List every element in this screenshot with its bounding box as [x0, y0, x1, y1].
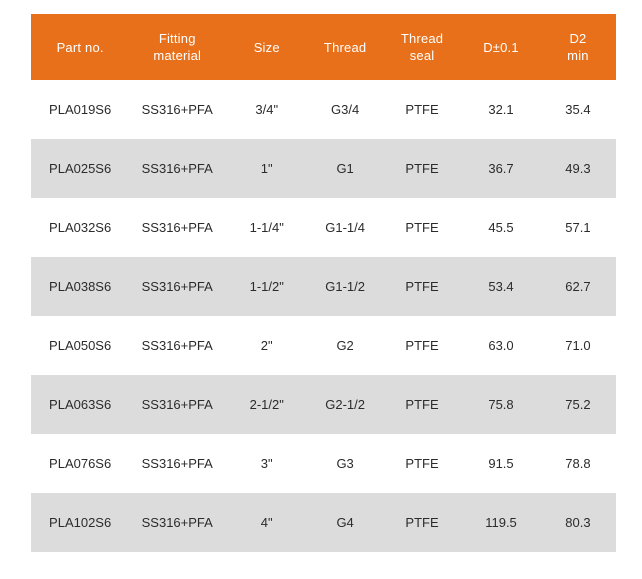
cell-size: 2-1/2"	[249, 397, 284, 412]
column-header-label: Part no.	[56, 39, 104, 55]
column-header-label: Thread	[400, 31, 444, 46]
cell-thread: G3/4	[331, 102, 360, 117]
cell-thread-seal: PTFE	[405, 279, 439, 294]
cell-thread: G1	[336, 161, 354, 176]
cell-thread-seal: PTFE	[405, 456, 439, 471]
cell-size: 1"	[260, 161, 273, 176]
table-row: PLA050S6 SS316+PFA 2" G2 PTFE 63.0 71.0	[31, 316, 616, 375]
cell-part-no: PLA050S6	[49, 338, 112, 353]
cell-fitting-material: SS316+PFA	[141, 279, 213, 294]
cell-thread: G1-1/2	[325, 279, 365, 294]
cell-size: 1-1/2"	[249, 279, 284, 294]
column-header-label: Size	[253, 39, 280, 55]
cell-size: 1-1/4"	[249, 220, 284, 235]
cell-d-tolerance: 63.0	[488, 338, 514, 353]
cell-thread: G3	[336, 456, 354, 471]
cell-d2-min: 78.8	[565, 456, 591, 471]
fitting-spec-table: Part no. Fitting material Size Thread Thread s…	[31, 14, 616, 552]
column-header-label: D±0.1	[483, 39, 519, 55]
cell-d-tolerance: 36.7	[488, 161, 514, 176]
column-header-label: Fitting	[158, 31, 196, 46]
column-header-thread: Thread	[308, 14, 382, 80]
cell-part-no: PLA102S6	[49, 515, 112, 530]
cell-d2-min: 35.4	[565, 102, 591, 117]
cell-fitting-material: SS316+PFA	[141, 161, 213, 176]
cell-part-no: PLA076S6	[49, 456, 112, 471]
cell-thread-seal: PTFE	[405, 397, 439, 412]
table-row: PLA102S6 SS316+PFA 4" G4 PTFE 119.5 80.3	[31, 493, 616, 552]
cell-thread-seal: PTFE	[405, 515, 439, 530]
column-header-label: D2	[569, 31, 587, 46]
cell-part-no: PLA038S6	[49, 279, 112, 294]
column-header-label: Thread	[323, 39, 367, 55]
cell-thread-seal: PTFE	[405, 161, 439, 176]
table-row: PLA019S6 SS316+PFA 3/4" G3/4 PTFE 32.1 35.4	[31, 80, 616, 139]
cell-thread: G2	[336, 338, 354, 353]
cell-d-tolerance: 32.1	[488, 102, 514, 117]
column-header-thread-seal: Thread seal	[381, 14, 463, 80]
table-row: PLA076S6 SS316+PFA 3" G3 PTFE 91.5 78.8	[31, 434, 616, 493]
cell-d2-min: 71.0	[565, 338, 591, 353]
cell-d2-min: 62.7	[565, 279, 591, 294]
cell-size: 3/4"	[255, 102, 279, 117]
cell-fitting-material: SS316+PFA	[141, 515, 213, 530]
cell-size: 3"	[260, 456, 273, 471]
fitting-spec-table-container: Part no. Fitting material Size Thread Thread s…	[31, 14, 616, 552]
table-body: PLA019S6 SS316+PFA 3/4" G3/4 PTFE 32.1 35.4 PLA…	[31, 80, 616, 552]
cell-d-tolerance: 45.5	[488, 220, 514, 235]
cell-thread: G4	[336, 515, 354, 530]
cell-fitting-material: SS316+PFA	[141, 220, 213, 235]
table-row: PLA032S6 SS316+PFA 1-1/4" G1-1/4 PTFE 45.5 57.…	[31, 198, 616, 257]
column-header-part-no: Part no.	[31, 14, 130, 80]
cell-part-no: PLA032S6	[49, 220, 112, 235]
cell-d2-min: 75.2	[565, 397, 591, 412]
column-header-fitting-material: Fitting material	[129, 14, 226, 80]
column-header-d-tolerance: D±0.1	[462, 14, 540, 80]
table-row: PLA038S6 SS316+PFA 1-1/2" G1-1/2 PTFE 53.4 62.…	[31, 257, 616, 316]
cell-part-no: PLA025S6	[49, 161, 112, 176]
cell-part-no: PLA019S6	[49, 102, 112, 117]
cell-part-no: PLA063S6	[49, 397, 112, 412]
cell-thread-seal: PTFE	[405, 102, 439, 117]
table-header: Part no. Fitting material Size Thread Thread s…	[31, 14, 616, 80]
cell-size: 2"	[260, 338, 273, 353]
header-row: Part no. Fitting material Size Thread Thread s…	[31, 14, 616, 80]
cell-d-tolerance: 53.4	[488, 279, 514, 294]
cell-size: 4"	[260, 515, 273, 530]
cell-thread: G1-1/4	[325, 220, 365, 235]
column-header-label: min	[567, 48, 589, 63]
cell-d2-min: 49.3	[565, 161, 591, 176]
cell-fitting-material: SS316+PFA	[141, 397, 213, 412]
column-header-label: material	[153, 48, 202, 63]
column-header-size: Size	[225, 14, 309, 80]
column-header-label: seal	[409, 48, 435, 63]
cell-fitting-material: SS316+PFA	[141, 456, 213, 471]
cell-thread-seal: PTFE	[405, 338, 439, 353]
cell-thread-seal: PTFE	[405, 220, 439, 235]
cell-fitting-material: SS316+PFA	[141, 338, 213, 353]
cell-thread: G2-1/2	[325, 397, 365, 412]
cell-d2-min: 80.3	[565, 515, 591, 530]
table-row: PLA025S6 SS316+PFA 1" G1 PTFE 36.7 49.3	[31, 139, 616, 198]
cell-d-tolerance: 91.5	[488, 456, 514, 471]
cell-d-tolerance: 75.8	[488, 397, 514, 412]
cell-d-tolerance: 119.5	[485, 515, 517, 530]
column-header-d2-min: D2 min	[539, 14, 616, 80]
cell-fitting-material: SS316+PFA	[141, 102, 213, 117]
cell-d2-min: 57.1	[565, 220, 591, 235]
table-row: PLA063S6 SS316+PFA 2-1/2" G2-1/2 PTFE 75.8 75.…	[31, 375, 616, 434]
